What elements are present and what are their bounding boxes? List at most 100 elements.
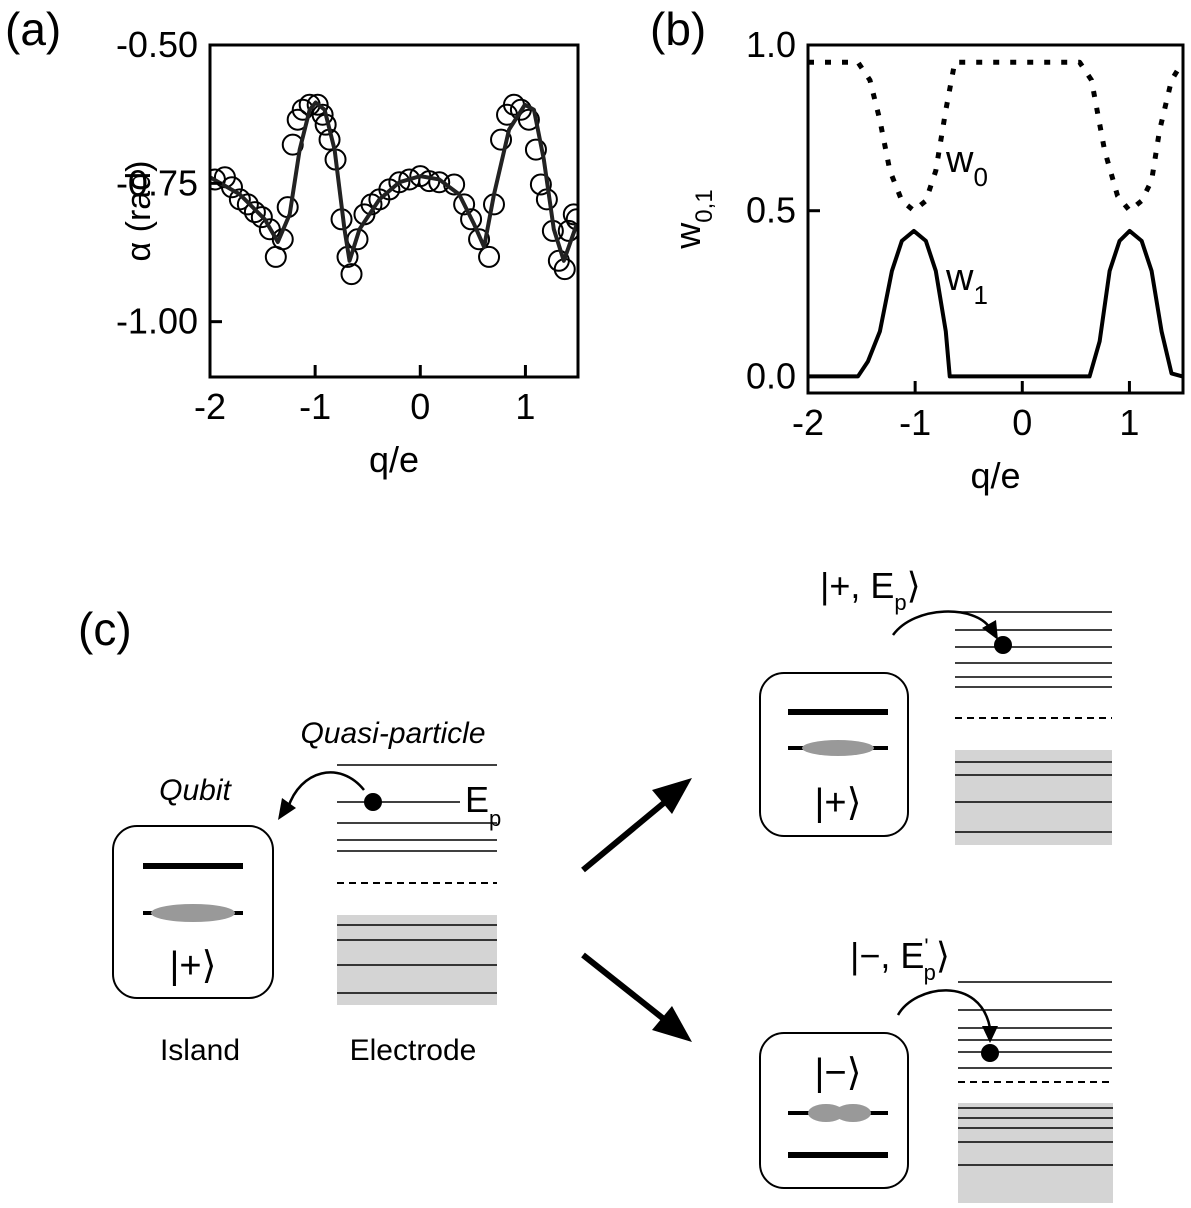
data-point (529, 173, 552, 196)
series-line (808, 59, 1183, 214)
filled-band (337, 915, 497, 1005)
filled-band (958, 1103, 1113, 1203)
subscript: p (489, 806, 501, 831)
subscript: p (924, 960, 936, 985)
data-point (311, 103, 334, 126)
x-tick-label: -2 (792, 402, 824, 443)
text: ⟩ (936, 935, 950, 976)
arrow-head (982, 1026, 998, 1043)
axes-frame (208, 43, 580, 379)
data-point (517, 108, 540, 131)
x-tick-label: -2 (194, 386, 226, 427)
particle (994, 636, 1012, 654)
data-point (524, 138, 547, 161)
level (955, 611, 1112, 688)
ket-label: |+, Ep⟩ (820, 565, 921, 615)
y-tick-label: 0.0 (746, 355, 796, 396)
label: Electrode (350, 1034, 477, 1067)
state-blob (151, 904, 235, 922)
x-tick-label: 1 (1119, 402, 1139, 443)
state-blob (835, 1104, 871, 1122)
state-label: |+⟩ (815, 782, 862, 824)
arrow-head (278, 798, 296, 820)
filled-band (955, 750, 1112, 845)
chart: -2 -1 0 1 -0.50 -0.75 -1.00 (a) q/e α (rad) (5, 3, 580, 480)
subscript: p (894, 590, 906, 615)
qubit-box (759, 672, 909, 837)
text: |+, E (820, 565, 894, 606)
x-tick-label: 0 (1012, 402, 1032, 443)
energy-label: Ep (465, 779, 501, 831)
particle (364, 793, 382, 811)
text: w (945, 139, 974, 181)
data-point (460, 208, 483, 231)
state-label: |+⟩ (170, 945, 217, 987)
arrow (891, 610, 992, 636)
annotation: w1 (945, 257, 988, 310)
y-axis-label: α (rad) (120, 161, 158, 262)
panel-label: (c) (78, 603, 132, 655)
level (958, 981, 1112, 1069)
data-point (220, 176, 243, 199)
data-point (340, 263, 363, 286)
data-point (388, 171, 411, 194)
text: w (667, 222, 708, 250)
label: Qubit (159, 774, 232, 807)
x-tick-label: -1 (299, 386, 331, 427)
arrow (581, 799, 667, 873)
ket-label: |−, E' p⟩ (850, 934, 950, 985)
qubit-box (759, 1032, 909, 1189)
plot-area (808, 59, 1183, 379)
text: ⟩ (907, 565, 921, 606)
x-tick-label: 0 (410, 386, 430, 427)
level (337, 924, 497, 994)
data-point (478, 245, 501, 268)
x-axis-label: q/e (970, 455, 1020, 496)
axes-frame (806, 43, 1185, 395)
y-axis-label: w0,1 (667, 189, 718, 249)
data-point (562, 203, 578, 226)
subscript: 1 (973, 280, 987, 310)
plot-area (210, 93, 578, 286)
text: |−, E (850, 935, 924, 976)
data-point (291, 98, 314, 121)
arrow-head (982, 620, 998, 640)
x-tick-label: 1 (515, 386, 535, 427)
data-point (490, 128, 513, 151)
arrow (581, 952, 667, 1023)
panel-label: (a) (5, 3, 61, 55)
text: w (945, 257, 974, 299)
superscript: ' (924, 934, 928, 959)
y-tick-label: -0.50 (116, 24, 198, 65)
particle (981, 1044, 999, 1062)
text: E (465, 779, 489, 820)
level (958, 1107, 1113, 1166)
panel-label: (b) (650, 3, 706, 55)
subscript: 0,1 (691, 189, 718, 222)
qubit-box (112, 825, 274, 999)
data-point (468, 228, 491, 251)
series-line (210, 100, 578, 263)
arrow-head (652, 1006, 692, 1042)
data-point (250, 206, 273, 229)
state-blob (802, 740, 874, 756)
diagram (112, 610, 1113, 1203)
data-point (236, 193, 259, 216)
x-tick-label: -1 (899, 402, 931, 443)
series-line (808, 228, 1183, 379)
data-point (306, 93, 329, 116)
arrow (286, 771, 365, 809)
annotation: w0 (945, 139, 988, 192)
label: Island (160, 1034, 240, 1067)
data-point (453, 193, 476, 216)
label: Quasi-particle (300, 717, 485, 750)
diagram-text: (c) Qubit Quasi-particle Ep |+⟩ Island E… (78, 565, 950, 1094)
y-tick-label: -0.75 (116, 162, 198, 203)
data-point (243, 201, 266, 224)
data-point (428, 171, 451, 194)
state-blob (808, 1104, 844, 1122)
arrow (896, 989, 992, 1029)
